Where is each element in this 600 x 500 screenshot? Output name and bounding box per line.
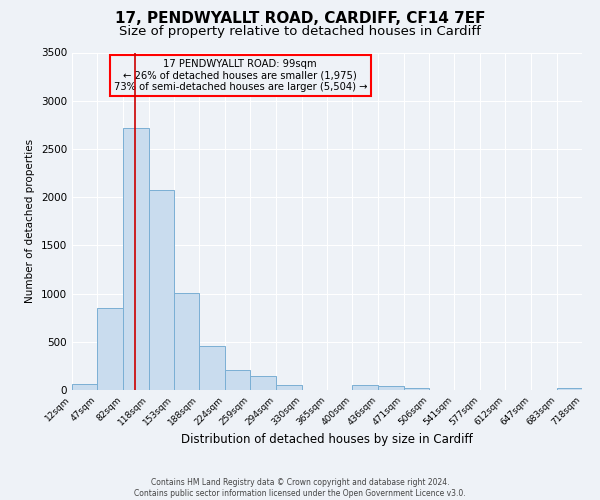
Y-axis label: Number of detached properties: Number of detached properties <box>25 139 35 304</box>
Bar <box>404 388 429 390</box>
Bar <box>352 384 378 390</box>
Bar <box>557 388 582 390</box>
Bar <box>174 292 199 390</box>
Bar <box>225 370 250 390</box>
Bar <box>122 128 149 390</box>
Text: Size of property relative to detached houses in Cardiff: Size of property relative to detached ho… <box>119 25 481 38</box>
Bar <box>276 384 302 390</box>
Bar <box>199 346 225 390</box>
Text: Contains HM Land Registry data © Crown copyright and database right 2024.
Contai: Contains HM Land Registry data © Crown c… <box>134 478 466 498</box>
X-axis label: Distribution of detached houses by size in Cardiff: Distribution of detached houses by size … <box>181 432 473 446</box>
Text: 17 PENDWYALLT ROAD: 99sqm
← 26% of detached houses are smaller (1,975)
73% of se: 17 PENDWYALLT ROAD: 99sqm ← 26% of detac… <box>113 59 367 92</box>
Bar <box>149 190 174 390</box>
Bar <box>97 308 122 390</box>
Bar <box>378 386 404 390</box>
Bar <box>72 384 97 390</box>
Text: 17, PENDWYALLT ROAD, CARDIFF, CF14 7EF: 17, PENDWYALLT ROAD, CARDIFF, CF14 7EF <box>115 11 485 26</box>
Bar <box>250 376 276 390</box>
